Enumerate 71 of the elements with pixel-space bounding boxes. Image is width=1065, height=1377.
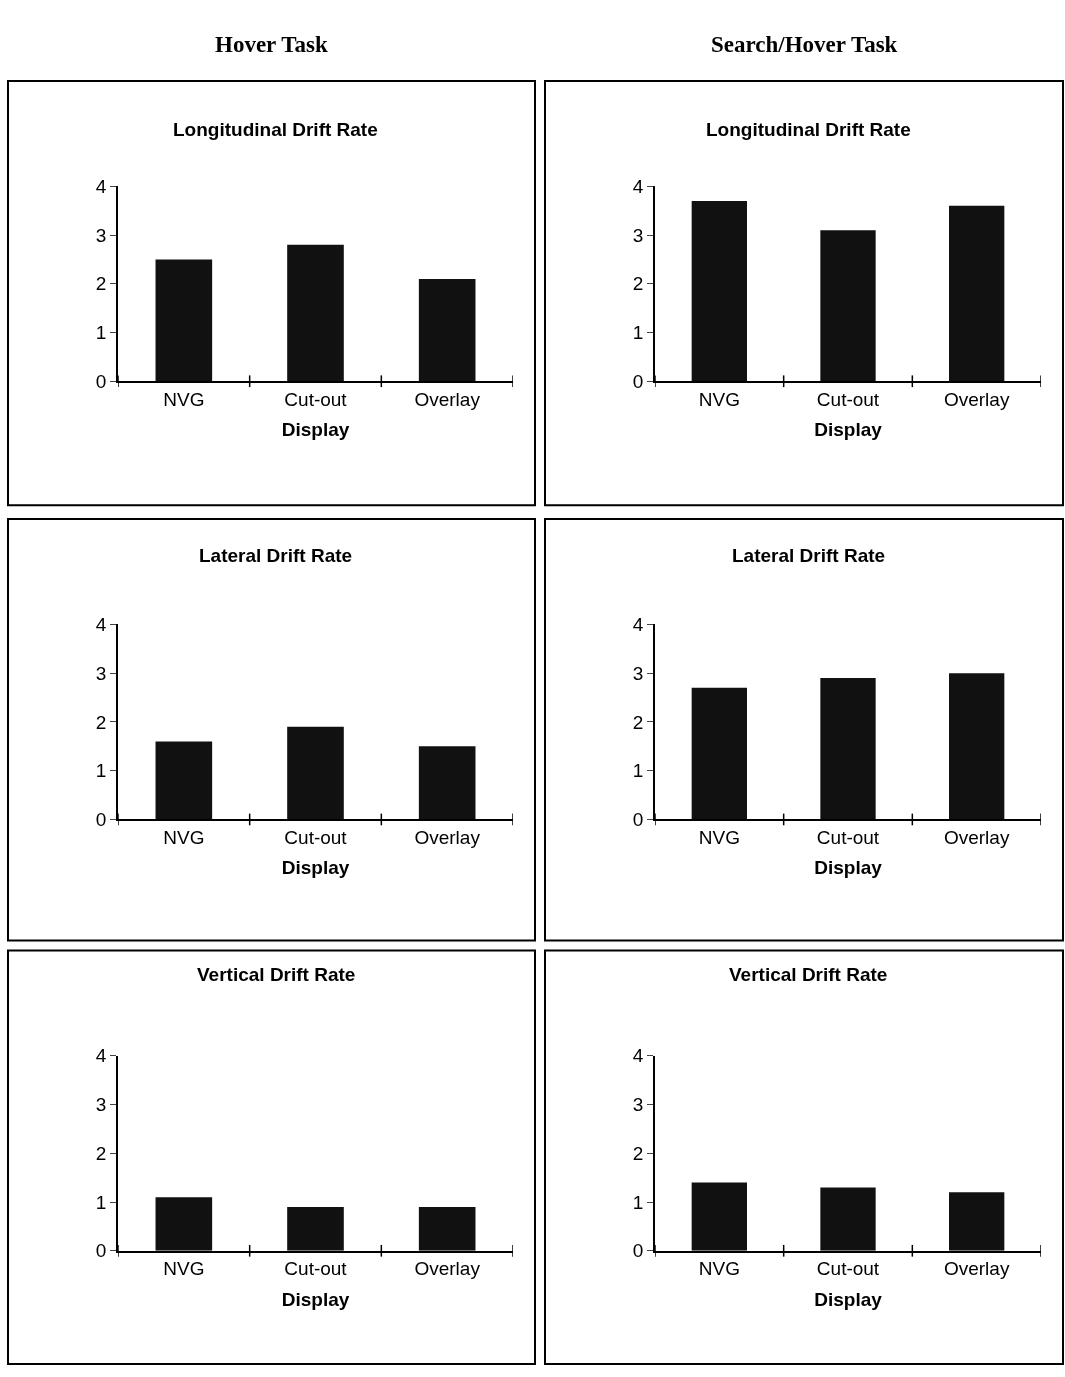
bar bbox=[418, 278, 476, 382]
y-tick-label: 1 bbox=[95, 760, 107, 782]
x-tick-label: NVG bbox=[163, 1258, 205, 1280]
x-axis-title: Display bbox=[814, 1288, 883, 1310]
chart-title: Longitudinal Drift Rate bbox=[173, 119, 378, 140]
y-tick-label: 2 bbox=[632, 1142, 644, 1164]
y-tick-label: 3 bbox=[95, 224, 107, 246]
x-tick-label: Cut-out bbox=[284, 1258, 348, 1280]
x-tick-label: Overlay bbox=[943, 388, 1010, 410]
bar bbox=[418, 746, 476, 820]
y-tick-label: 1 bbox=[632, 760, 644, 782]
y-tick-label: 3 bbox=[95, 1094, 107, 1116]
y-tick-label: 4 bbox=[95, 1045, 107, 1067]
text: Search/Hover Task bbox=[711, 32, 898, 57]
y-tick-label: 3 bbox=[632, 662, 644, 684]
bar bbox=[287, 244, 344, 382]
x-tick-label: Overlay bbox=[414, 1258, 481, 1280]
chart-title: Vertical Drift Rate bbox=[197, 964, 356, 985]
bar bbox=[287, 726, 344, 820]
x-tick-label: Cut-out bbox=[816, 1258, 880, 1280]
y-tick-label: 1 bbox=[632, 1191, 644, 1213]
x-tick-label: NVG bbox=[163, 827, 205, 849]
chart-title: Lateral Drift Rate bbox=[732, 545, 886, 566]
y-tick-label: 4 bbox=[95, 614, 107, 636]
bar bbox=[820, 1187, 876, 1251]
y-tick-label: 1 bbox=[95, 1191, 107, 1213]
bar bbox=[155, 259, 213, 382]
y-tick-label: 3 bbox=[632, 224, 644, 246]
y-tick-label: 3 bbox=[95, 662, 107, 684]
y-tick-label: 0 bbox=[95, 809, 107, 831]
y-tick-label: 2 bbox=[95, 273, 107, 295]
y-tick-label: 4 bbox=[632, 1045, 644, 1067]
y-tick-label: 0 bbox=[95, 370, 107, 392]
y-tick-label: 2 bbox=[632, 273, 644, 295]
text: Hover Task bbox=[215, 32, 328, 57]
y-tick-label: 4 bbox=[632, 614, 644, 636]
x-axis-title: Display bbox=[814, 857, 883, 879]
x-tick-label: Cut-out bbox=[816, 388, 880, 410]
x-axis-title: Display bbox=[281, 1288, 350, 1310]
bar bbox=[691, 1182, 747, 1251]
x-tick-label: Overlay bbox=[414, 388, 481, 410]
x-axis-title: Display bbox=[814, 419, 883, 441]
chart-title: Lateral Drift Rate bbox=[199, 545, 353, 566]
x-tick-label: Cut-out bbox=[816, 827, 880, 849]
x-tick-label: Cut-out bbox=[284, 388, 348, 410]
y-tick-label: 4 bbox=[632, 175, 644, 197]
y-tick-label: 1 bbox=[95, 322, 107, 344]
y-tick-label: 0 bbox=[632, 809, 644, 831]
y-tick-label: 2 bbox=[95, 711, 107, 733]
x-tick-label: NVG bbox=[698, 1258, 740, 1280]
x-tick-label: NVG bbox=[163, 388, 205, 410]
chart-title: Longitudinal Drift Rate bbox=[706, 119, 911, 140]
y-tick-label: 2 bbox=[95, 1142, 107, 1164]
bar bbox=[949, 1192, 1005, 1251]
y-tick-label: 1 bbox=[632, 322, 644, 344]
x-axis-title: Display bbox=[281, 419, 350, 441]
y-tick-label: 0 bbox=[632, 1240, 644, 1262]
y-tick-label: 4 bbox=[95, 175, 107, 197]
x-axis-title: Display bbox=[281, 857, 350, 879]
bar bbox=[155, 741, 213, 820]
chart-title: Vertical Drift Rate bbox=[729, 964, 888, 985]
y-tick-label: 2 bbox=[632, 711, 644, 733]
x-tick-label: Overlay bbox=[414, 827, 481, 849]
x-tick-label: Overlay bbox=[943, 1258, 1010, 1280]
x-tick-label: NVG bbox=[698, 827, 740, 849]
y-tick-label: 0 bbox=[95, 1240, 107, 1262]
x-tick-label: Overlay bbox=[943, 827, 1010, 849]
y-tick-label: 3 bbox=[632, 1094, 644, 1116]
x-tick-label: Cut-out bbox=[284, 827, 348, 849]
y-tick-label: 0 bbox=[632, 370, 644, 392]
x-tick-label: NVG bbox=[698, 388, 740, 410]
